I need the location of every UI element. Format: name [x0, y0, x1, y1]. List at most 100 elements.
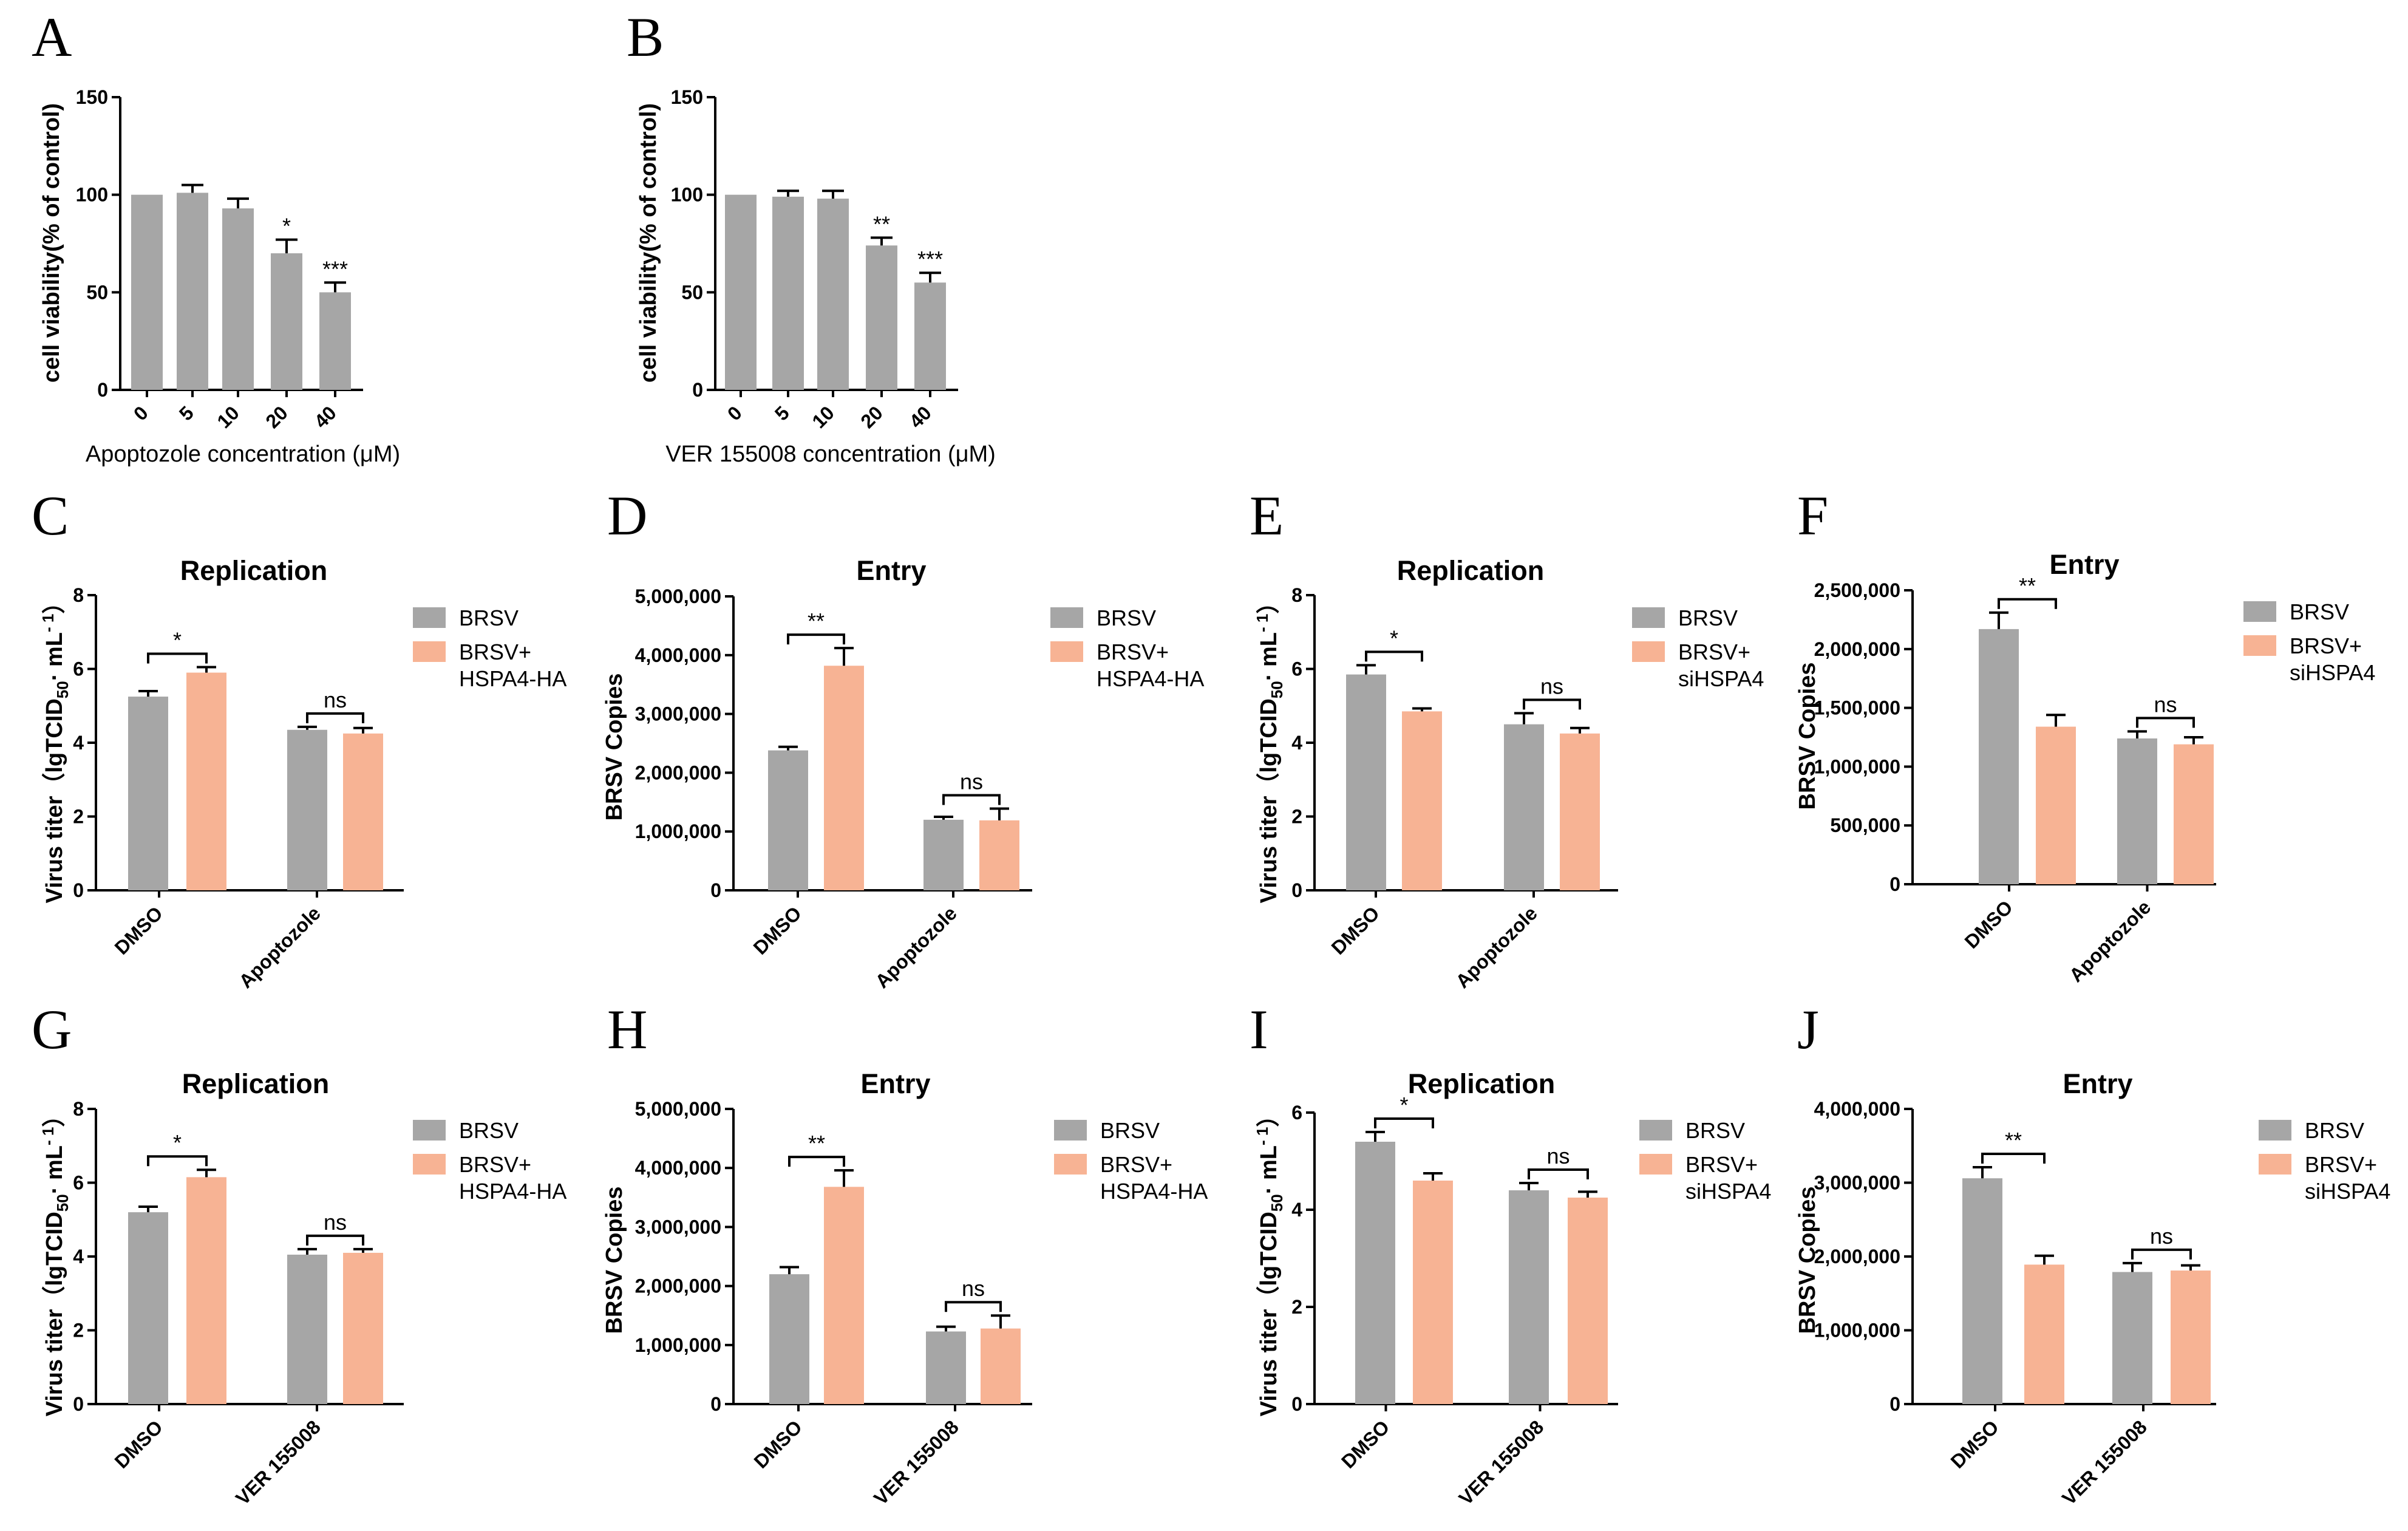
bar	[222, 208, 254, 390]
legend-swatch-brsv	[1050, 607, 1083, 628]
bar	[319, 292, 351, 390]
chart-title: Entry	[2049, 549, 2119, 580]
bar-brsv	[768, 750, 808, 890]
panel-f: F Entry 0 500,000 1,000,000 1,500,000 2,000,00…	[1795, 485, 2375, 986]
y-tick-label: 1,500,000	[1814, 697, 1900, 719]
significance-label: *	[282, 214, 291, 239]
y-tick-label: 0	[73, 879, 84, 901]
x-tick-label: Apoptozole	[1451, 902, 1542, 992]
panel-letter: A	[32, 6, 72, 68]
significance-bracket	[1374, 1117, 1434, 1128]
bar-treatment	[2174, 744, 2214, 884]
x-tick-label: DMSO	[1961, 896, 2017, 952]
bar-brsv	[128, 1212, 168, 1404]
legend-swatch-brsv	[2259, 1120, 2291, 1141]
legend-label: BRSV	[1685, 1118, 1745, 1143]
legend-label: BRSV+	[1100, 1152, 1172, 1177]
x-tick-label: 40	[905, 401, 936, 432]
legend-label-line2: siHSPA4	[2290, 660, 2375, 685]
y-label-sub: 50	[1268, 1194, 1286, 1212]
y-tick-label: 8	[73, 1098, 84, 1120]
significance-bracket	[1523, 698, 1581, 710]
x-axis-label: VER 155008 concentration (μM)	[665, 442, 996, 467]
legend-swatch-brsv	[1639, 1120, 1672, 1141]
y-tick-label: 0	[1291, 1393, 1302, 1415]
bar-brsv	[2117, 738, 2157, 884]
significance-label: ***	[917, 247, 943, 271]
bar-brsv	[1355, 1142, 1395, 1404]
x-tick-label: VER 155008	[1455, 1416, 1548, 1509]
legend-swatch-treatment	[2259, 1154, 2291, 1175]
y-tick-label: 3,000,000	[635, 1216, 721, 1238]
bar-treatment	[343, 733, 383, 890]
y-label-end: · mL	[42, 632, 67, 681]
y-tick-label: 2,000,000	[1814, 638, 1900, 660]
y-tick-label: 0	[97, 379, 108, 401]
y-tick-label: 0	[1889, 1393, 1900, 1415]
significance-label: *	[1390, 626, 1398, 650]
panel-letter: E	[1250, 485, 1284, 547]
bar	[131, 194, 163, 390]
significance-label: ns	[1546, 1144, 1570, 1168]
y-axis-label: BRSV Copies	[1795, 1187, 1820, 1334]
y-axis-label: cell viability(% of control)	[39, 103, 64, 383]
panel-d: D Entry 0 1,000,000 2,000,000 3,000,000 4,000,…	[602, 485, 1204, 992]
bar-treatment	[1560, 733, 1600, 890]
y-tick-label: 6	[73, 1172, 84, 1194]
y-tick-label: 8	[1291, 584, 1302, 606]
y-label-main: Virus titer（lgTCID	[1256, 1212, 1282, 1416]
y-label-sub: 50	[53, 1194, 72, 1212]
y-tick-label: 2,000,000	[635, 762, 721, 783]
legend-swatch-brsv	[1632, 607, 1665, 628]
x-tick-label: 5	[770, 401, 794, 425]
y-axis-label: BRSV Copies	[602, 1187, 627, 1334]
x-tick-label: DMSO	[750, 1416, 806, 1472]
significance-label: **	[2005, 1128, 2022, 1153]
y-tick-label: 150	[671, 86, 703, 108]
y-label-sub: 50	[1268, 681, 1286, 698]
significance-bracket	[1528, 1168, 1589, 1179]
significance-bracket	[147, 1155, 208, 1167]
legend-label-line2: siHSPA4	[2305, 1179, 2390, 1204]
x-tick-label: Apoptozole	[234, 902, 325, 992]
bar	[866, 245, 897, 390]
significance-bracket	[2131, 1248, 2192, 1260]
legend-label-line2: HSPA4-HA	[459, 666, 566, 691]
x-tick-label: 10	[808, 401, 838, 432]
x-tick-label: 5	[175, 401, 198, 425]
x-tick-label: 20	[856, 401, 887, 432]
y-label-sub: 50	[53, 681, 72, 698]
bar-treatment	[2036, 726, 2076, 884]
y-tick-label: 2	[73, 806, 84, 828]
x-tick-label: DMSO	[749, 902, 806, 958]
panel-letter: B	[627, 6, 664, 68]
y-label-close: ）	[1256, 1104, 1282, 1127]
significance-label: *	[173, 627, 182, 652]
panel-letter: H	[607, 998, 647, 1060]
legend-label: BRSV+	[1678, 639, 1750, 664]
legend-swatch-treatment	[1050, 641, 1083, 662]
significance-bracket	[306, 1234, 364, 1246]
bar-brsv	[1979, 629, 2019, 884]
legend-swatch-treatment	[2243, 635, 2276, 656]
bar-treatment	[1568, 1198, 1608, 1404]
legend-label-line2: HSPA4-HA	[459, 1179, 566, 1204]
significance-label: ns	[960, 769, 983, 794]
bar-brsv	[769, 1274, 809, 1404]
panel-h: H Entry 0 1,000,000 2,000,000 3,000,000 4,000,…	[602, 998, 1208, 1509]
y-label-sup: - 1	[1253, 614, 1271, 632]
legend-label: BRSV+	[1685, 1152, 1758, 1177]
y-tick-label: 0	[710, 1393, 721, 1415]
y-label-end: · mL	[1256, 632, 1282, 681]
bar	[817, 199, 849, 390]
x-tick-label: VER 155008	[869, 1416, 963, 1509]
y-tick-label: 0	[1889, 873, 1900, 895]
bar-brsv	[1504, 724, 1544, 890]
y-tick-label: 0	[710, 879, 721, 901]
x-axis-label: Apoptozole concentration (μM)	[86, 442, 400, 467]
legend-label-line2: siHSPA4	[1678, 666, 1764, 691]
y-axis-label: BRSV Copies	[602, 673, 627, 821]
